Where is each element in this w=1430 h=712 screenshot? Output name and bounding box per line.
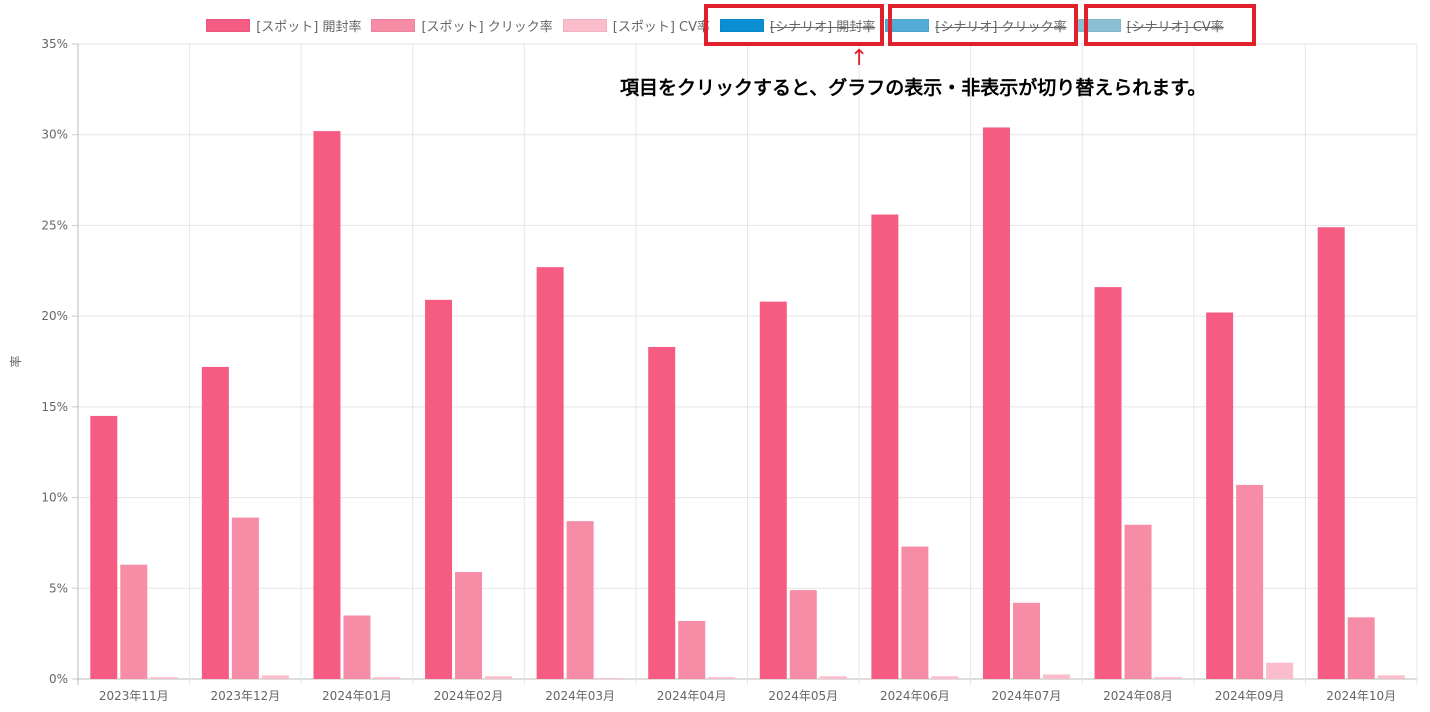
bar: [648, 346, 676, 679]
bar: [90, 415, 118, 679]
legend-item-3[interactable]: [シナリオ] 開封率: [720, 16, 875, 35]
annotation-text: 項目をクリックすると、グラフの表示・非表示が切り替えられます。: [620, 77, 1207, 99]
y-tick-label: 5%: [49, 581, 68, 595]
legend-label: [シナリオ] 開封率: [770, 20, 876, 35]
bar: [231, 517, 259, 679]
bar: [871, 214, 899, 680]
bar: [1317, 227, 1345, 679]
legend-item-0[interactable]: [スポット] 開封率: [206, 16, 361, 35]
y-tick-label: 30%: [41, 128, 68, 142]
x-tick-label: 2024年03月: [545, 689, 615, 703]
x-tick-label: 2024年05月: [768, 689, 838, 703]
y-tick-label: 15%: [41, 400, 68, 414]
bar: [343, 615, 371, 679]
bar: [759, 301, 787, 679]
y-tick-label: 0%: [49, 672, 68, 686]
bar: [1206, 312, 1234, 679]
bar: [1094, 287, 1122, 679]
bar: [1124, 524, 1152, 679]
x-tick-label: 2024年06月: [880, 689, 950, 703]
bar: [566, 521, 594, 679]
bar: [1012, 602, 1040, 679]
bar: [982, 127, 1010, 679]
bar: [485, 676, 513, 679]
x-tick-label: 2024年08月: [1103, 689, 1173, 703]
legend-swatch: [720, 19, 764, 32]
y-tick-label: 25%: [41, 218, 68, 232]
legend-label: [スポット] クリック率: [421, 20, 553, 35]
y-tick-label: 10%: [41, 491, 68, 505]
bar: [261, 675, 289, 679]
bar: [373, 677, 401, 679]
x-tick-label: 2023年12月: [210, 689, 280, 703]
legend-swatch: [371, 19, 416, 32]
x-tick-label: 2024年02月: [434, 689, 504, 703]
bar: [1236, 484, 1264, 679]
legend-label: [スポット] 開封率: [256, 20, 362, 35]
annotation-arrow: ↑: [850, 46, 869, 71]
legend-swatch: [885, 19, 930, 32]
x-tick-label: 2024年10月: [1326, 689, 1396, 703]
legend-label: [シナリオ] クリック率: [935, 20, 1067, 35]
legend-swatch: [206, 19, 251, 32]
bar: [931, 676, 959, 679]
bar: [819, 676, 847, 679]
bar: [901, 546, 929, 679]
bar: [678, 620, 706, 679]
y-tick-label: 20%: [41, 309, 68, 323]
x-tick-label: 2024年09月: [1215, 689, 1285, 703]
x-tick-label: 2023年11月: [99, 689, 169, 703]
bar: [708, 677, 736, 679]
y-tick-label: 35%: [41, 37, 68, 51]
legend-item-2[interactable]: [スポット] CV率: [562, 16, 710, 35]
bar: [201, 366, 229, 679]
y-axis-label: 率: [8, 355, 23, 367]
bar: [120, 564, 148, 679]
bar: [596, 678, 624, 679]
bar: [150, 677, 178, 679]
legend-label: [シナリオ] CV率: [1126, 20, 1224, 35]
x-tick-label: 2024年07月: [992, 689, 1062, 703]
bar: [1347, 617, 1375, 679]
x-tick-label: 2024年04月: [657, 689, 727, 703]
bar: [455, 571, 483, 679]
bar: [789, 590, 817, 679]
bar: [313, 131, 341, 680]
bar: [425, 299, 453, 679]
bar: [1266, 662, 1294, 679]
legend-label: [スポット] CV率: [612, 20, 710, 35]
x-tick-label: 2024年01月: [322, 689, 392, 703]
bar: [1154, 677, 1182, 679]
legend-item-1[interactable]: [スポット] クリック率: [371, 16, 553, 35]
legend-item-4[interactable]: [シナリオ] クリック率: [885, 16, 1067, 35]
legend-swatch: [562, 19, 607, 32]
bar: [1042, 674, 1070, 679]
bar: [536, 267, 564, 679]
bar: [1377, 675, 1405, 679]
